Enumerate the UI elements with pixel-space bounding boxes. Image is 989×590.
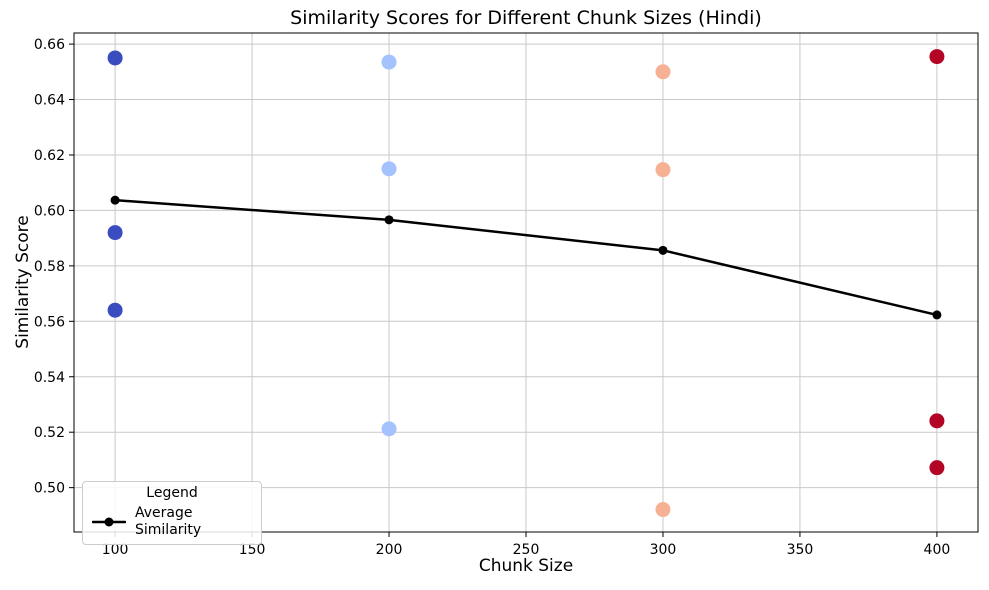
scatter-point-chunk-100 (107, 302, 123, 318)
scatter-point-chunk-400 (929, 460, 945, 476)
x-tick-label: 300 (650, 542, 677, 558)
y-axis-label: Similarity Score (13, 215, 33, 349)
y-tick-label: 0.54 (34, 370, 65, 386)
y-tick-label: 0.50 (34, 481, 65, 497)
average-similarity-marker (110, 195, 120, 205)
y-tick-label: 0.64 (34, 93, 65, 109)
y-tick-label: 0.62 (34, 148, 65, 164)
scatter-point-chunk-100 (107, 50, 123, 66)
x-tick-label: 250 (513, 542, 540, 558)
x-tick-label: 350 (787, 542, 814, 558)
average-similarity-marker (658, 245, 668, 255)
x-axis-label: Chunk Size (478, 556, 574, 576)
scatter-point-chunk-200 (381, 421, 397, 437)
scatter-point-chunk-300 (655, 502, 671, 518)
scatter-point-chunk-400 (929, 49, 945, 65)
legend-entry-label: Average Similarity (135, 505, 202, 538)
legend-entry-average-similarity: Average Similarity (92, 505, 252, 539)
scatter-point-chunk-200 (381, 161, 397, 177)
y-tick-label: 0.56 (34, 314, 65, 330)
average-line-marker-icon (92, 517, 126, 527)
x-tick-label: 150 (239, 542, 266, 558)
scatter-point-chunk-200 (381, 54, 397, 70)
x-tick-label: 200 (376, 542, 403, 558)
legend-box: Legend Average Similarity (82, 481, 262, 545)
x-tick-label: 400 (924, 542, 951, 558)
scatter-point-chunk-400 (929, 413, 945, 429)
y-tick-label: 0.60 (34, 203, 65, 219)
y-tick-label: 0.66 (34, 37, 65, 53)
scatter-point-chunk-100 (107, 225, 123, 241)
average-similarity-line (113, 198, 939, 317)
scatter-point-chunk-300 (655, 64, 671, 80)
y-tick-label: 0.52 (34, 425, 65, 441)
chart-title: Similarity Scores for Different Chunk Si… (290, 7, 762, 29)
average-similarity-marker (384, 215, 394, 225)
y-tick-label: 0.58 (34, 259, 65, 275)
legend-title: Legend (146, 485, 198, 501)
scatter-point-chunk-300 (655, 162, 671, 178)
x-tick-label: 100 (102, 542, 129, 558)
average-similarity-marker (932, 310, 942, 320)
